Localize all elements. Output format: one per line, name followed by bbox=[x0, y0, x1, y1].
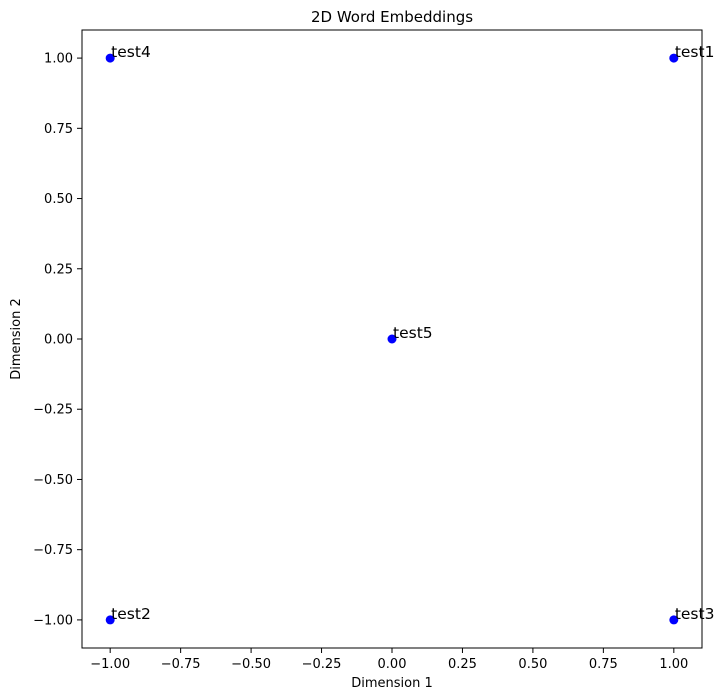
x-tick-label: −0.75 bbox=[161, 657, 201, 672]
y-tick-label: 0.75 bbox=[44, 122, 73, 137]
data-point-label: test3 bbox=[675, 605, 715, 623]
y-tick-label: 0.50 bbox=[44, 192, 73, 207]
x-tick-label: −1.00 bbox=[90, 657, 130, 672]
data-point-label: test4 bbox=[111, 43, 151, 61]
x-tick-label: 0.75 bbox=[589, 657, 618, 672]
y-axis: 1.00 0.75 0.50 0.25 0.00 −0.25 −0.50 −0.75 −1.00 bbox=[33, 52, 82, 628]
x-axis-title: Dimension 1 bbox=[351, 676, 433, 691]
x-tick-label: 0.50 bbox=[518, 657, 547, 672]
y-tick-label: −1.00 bbox=[33, 613, 73, 628]
data-point-test5 bbox=[387, 334, 397, 344]
y-tick-label: 1.00 bbox=[44, 52, 73, 67]
data-point-test4 bbox=[105, 53, 115, 63]
y-axis-title: Dimension 2 bbox=[9, 298, 24, 380]
y-tick-label: 0.25 bbox=[44, 262, 73, 277]
x-tick-label: −0.50 bbox=[231, 657, 271, 672]
y-tick-label: −0.25 bbox=[33, 403, 73, 418]
data-point-test3 bbox=[669, 615, 679, 625]
y-tick-label: −0.50 bbox=[33, 473, 73, 488]
y-tick-label: 0.00 bbox=[44, 333, 73, 348]
y-tick-label: −0.75 bbox=[33, 543, 73, 558]
plot-frame bbox=[81, 29, 703, 649]
x-tick-label: 1.00 bbox=[659, 657, 688, 672]
x-tick-label: −0.25 bbox=[302, 657, 342, 672]
data-point-test1 bbox=[669, 53, 679, 63]
data-point-label: test2 bbox=[111, 605, 151, 623]
data-point-test2 bbox=[105, 615, 115, 625]
x-tick-label: 0.00 bbox=[378, 657, 407, 672]
chart-title: 2D Word Embeddings bbox=[311, 8, 473, 26]
x-tick-label: 0.25 bbox=[448, 657, 477, 672]
x-axis: −1.00 −0.75 −0.50 −0.25 0.00 0.25 0.50 0.75 1.00 bbox=[90, 648, 688, 672]
data-point-label: test5 bbox=[393, 324, 433, 342]
data-point-label: test1 bbox=[675, 43, 715, 61]
data-points: test1 test2 test3 test4 test5 bbox=[105, 43, 715, 625]
